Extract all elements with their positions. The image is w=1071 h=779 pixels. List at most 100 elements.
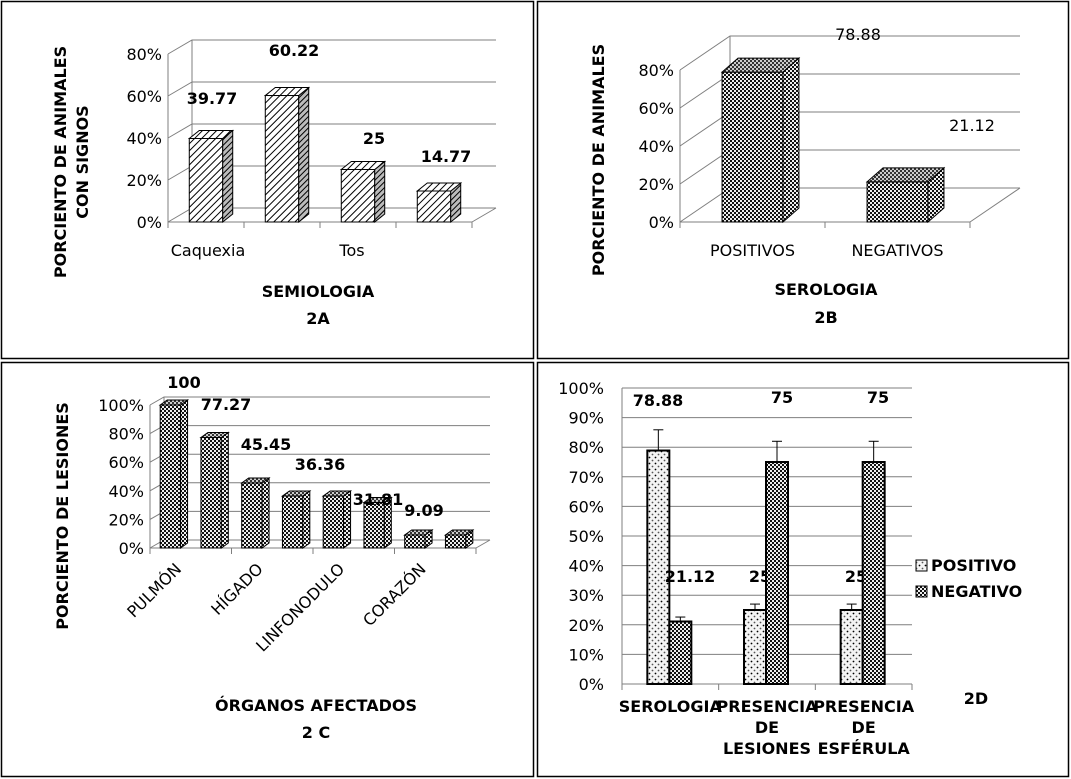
bar-top <box>362 497 393 504</box>
y-tick-label: 60% <box>638 99 674 118</box>
bar-top <box>263 87 311 97</box>
y-tick-label: 80% <box>568 438 604 457</box>
bar-side <box>298 86 310 224</box>
y-tick-label: 0% <box>119 539 144 558</box>
y-tick-label: 80% <box>126 45 162 64</box>
bar-front <box>264 95 300 223</box>
y-tick-label: 60% <box>126 87 162 106</box>
bar-side <box>180 399 189 549</box>
y-tick-label: 30% <box>568 586 604 605</box>
floor-edge <box>475 539 491 549</box>
x-tick-label: DE <box>755 718 779 737</box>
y-axis-title: PORCIENTO DE ANIMALES <box>589 44 608 276</box>
bar-front <box>200 437 222 549</box>
bar-top <box>240 477 271 484</box>
panel-2b-border <box>536 0 1070 360</box>
y-tick-label: 40% <box>568 557 604 576</box>
bar-top <box>720 57 801 73</box>
y-axis-title: CON SIGNOS <box>73 105 92 218</box>
x-tick-label: HÍGADO <box>207 559 266 618</box>
bar-negativo <box>668 620 693 686</box>
y-tick-label: 0% <box>579 675 604 694</box>
data-label: 25 <box>845 567 867 586</box>
chart-2a: 0% 20% 40% 60% 80% 39.77 Caquexia 60.22 25 Tos 14.… <box>51 39 497 328</box>
x-tick-label: PRESENCIA <box>717 697 819 716</box>
y-tick-label: 10% <box>568 645 604 664</box>
bar-front <box>281 495 304 549</box>
y-tick-label: 40% <box>126 129 162 148</box>
bar-side <box>782 57 800 224</box>
bar-side <box>302 490 311 549</box>
bar-top <box>415 182 463 192</box>
y-tick-label: 20% <box>126 171 162 190</box>
chart-2d: 0% 10% 20% 30% 40% 50% 60% 70% 80% 90% 100% 78.88 21… <box>558 379 1022 758</box>
data-label: 100 <box>167 373 200 392</box>
panel-2a-border <box>0 0 535 360</box>
y-tick-label: 0% <box>137 213 162 232</box>
data-label: 75 <box>771 388 793 407</box>
data-label: 21.12 <box>665 567 716 586</box>
data-label: 78.88 <box>633 391 684 410</box>
floor-edge <box>471 207 497 223</box>
bar-front <box>241 482 263 549</box>
x-tick-label: DE <box>852 718 876 737</box>
data-label: 21.12 <box>949 116 995 135</box>
panel-caption: 2A <box>306 309 330 328</box>
data-label: 77.27 <box>201 395 252 414</box>
x-tick-label: PRESENCIA <box>813 697 915 716</box>
bar-front <box>444 534 467 549</box>
y-axis-title: PORCIENTO DE LESIONES <box>53 402 72 630</box>
data-label: 36.36 <box>295 455 346 474</box>
bar-top <box>199 432 230 439</box>
data-label: 78.88 <box>835 25 881 44</box>
data-label: 39.77 <box>187 89 238 108</box>
y-tick-label: 90% <box>568 409 604 428</box>
bar-top <box>321 490 353 497</box>
bar-front <box>340 169 376 223</box>
panel-2c-border <box>0 361 535 778</box>
x-tick-label: CORAZÓN <box>359 559 430 630</box>
floor-edge <box>969 187 1021 223</box>
bar-side <box>261 477 270 549</box>
x-tick-label: PULMÓN <box>123 559 185 621</box>
bar-top <box>280 490 312 497</box>
x-tick-label: POSITIVOS <box>710 241 795 260</box>
bar-front <box>866 181 929 223</box>
bar-top <box>339 161 387 170</box>
data-label: 9.09 <box>404 501 443 520</box>
data-label: 75 <box>867 388 889 407</box>
legend-label: NEGATIVO <box>931 582 1022 601</box>
bar-front <box>404 534 426 549</box>
y-tick-label: 20% <box>108 510 144 529</box>
x-tick-label: LESIONES <box>723 739 811 758</box>
panel-caption: 2B <box>814 308 837 327</box>
y-tick-label: 0% <box>649 213 674 232</box>
bar-side <box>222 129 234 224</box>
y-tick-label: 20% <box>568 616 604 635</box>
x-axis-title: SEMIOLOGIA <box>262 282 375 301</box>
bar-front <box>159 404 182 549</box>
panel-caption: 2 C <box>302 723 330 742</box>
bar-front <box>721 71 784 223</box>
y-tick-label: 60% <box>108 453 144 472</box>
bar-side <box>374 160 386 224</box>
x-tick-label: LINFONODULO <box>252 559 348 655</box>
bar-top <box>158 399 190 406</box>
bar-top <box>865 167 946 183</box>
data-label: 60.22 <box>269 41 320 60</box>
data-label: 14.77 <box>421 147 472 166</box>
bar-front <box>322 495 345 549</box>
y-tick-label: 100% <box>98 396 144 415</box>
x-axis-title: ÓRGANOS AFECTADOS <box>215 696 417 715</box>
bar-front <box>363 502 385 549</box>
bar-positivo <box>743 609 767 685</box>
legend-label: POSITIVO <box>931 556 1016 575</box>
bar-negativo <box>861 461 886 685</box>
chart-2c: 0% 20% 40% 60% 80% 100% 100 PULMÓN 77.27 45.45 HÍG… <box>53 373 491 742</box>
x-tick-label: Caquexia <box>171 241 246 260</box>
y-tick-label: 80% <box>638 61 674 80</box>
panel-caption: 2D <box>964 689 988 708</box>
legend-swatch <box>915 585 928 598</box>
data-label: 31.81 <box>353 490 404 509</box>
